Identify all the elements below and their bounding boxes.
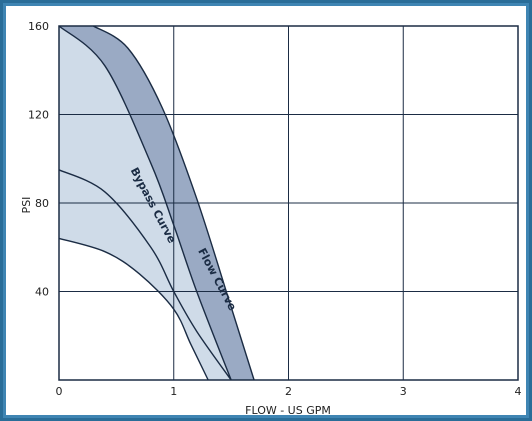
tick-labels: 0 1 2 3 4 40 80 120 160 [28,20,522,398]
pressure-curve-line-3 [58,237,209,381]
plot-border [58,25,519,381]
grid-layer [58,25,519,381]
x-tick-label: 1 [170,385,177,398]
y-axis-label: PSI [20,197,33,214]
flow-curve-line [93,25,255,381]
y-tick-label: 120 [28,109,49,122]
y-tick-label: 160 [28,20,49,33]
y-tick-label: 40 [35,286,49,299]
x-tick-label: 4 [515,385,522,398]
x-tick-label: 0 [56,385,63,398]
x-tick-label: 3 [400,385,407,398]
x-tick-label: 2 [285,385,292,398]
pressure-curve-line-2 [58,169,232,381]
curve-layer [58,25,255,381]
y-tick-label: 80 [35,197,49,210]
x-axis-label: FLOW - US GPM [245,404,331,417]
bypass-curve-line [58,25,232,381]
